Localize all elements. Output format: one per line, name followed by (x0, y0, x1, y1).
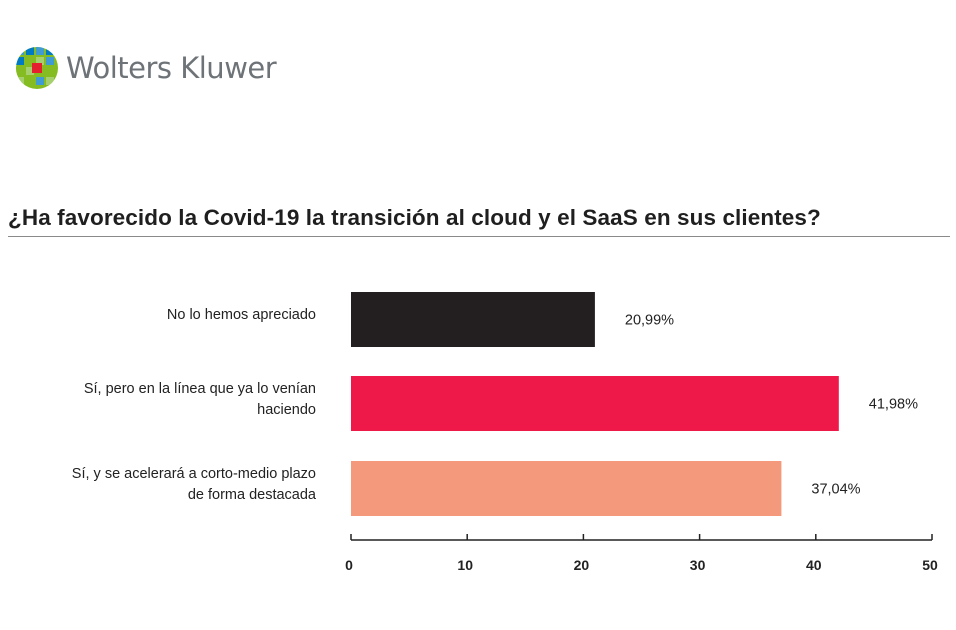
x-tick-label: 20 (574, 557, 590, 573)
category-label-line: No lo hemos apreciado (166, 307, 316, 323)
category-label: Sí, pero en la línea que ya lo venían hac… (0, 379, 316, 421)
bar-value-label: 37,04% (811, 482, 860, 498)
x-tick-label: 40 (806, 557, 822, 573)
category-label-line: haciendo (257, 401, 316, 418)
brand-name: Wolters Kluwer (66, 51, 277, 85)
chart-title: ¿Ha favorecido la Covid-19 la transición… (8, 205, 821, 230)
category-label: Sí, y se acelerará a corto-medio plazo de… (0, 464, 316, 506)
bar (351, 376, 839, 431)
bar-value-label: 41,98% (869, 397, 918, 413)
category-label-line: de forma destacada (187, 486, 316, 503)
wolters-kluwer-globe-icon (16, 47, 58, 89)
category-label-line: Sí, y se acelerará a corto-medio plazo (71, 465, 316, 482)
bar (351, 292, 595, 347)
category-label: No lo hemos apreciado (0, 305, 316, 326)
brand-logo: Wolters Kluwer (14, 44, 277, 92)
x-tick-label: 50 (922, 557, 938, 573)
title-divider (8, 236, 950, 237)
x-tick-label: 10 (457, 557, 473, 573)
x-tick-label: 30 (690, 557, 706, 573)
x-tick-label: 0 (345, 557, 353, 573)
category-label-line: Sí, pero en la línea que ya lo venían (83, 380, 316, 397)
bar (351, 461, 782, 516)
bar-value-label: 20,99% (625, 313, 674, 329)
